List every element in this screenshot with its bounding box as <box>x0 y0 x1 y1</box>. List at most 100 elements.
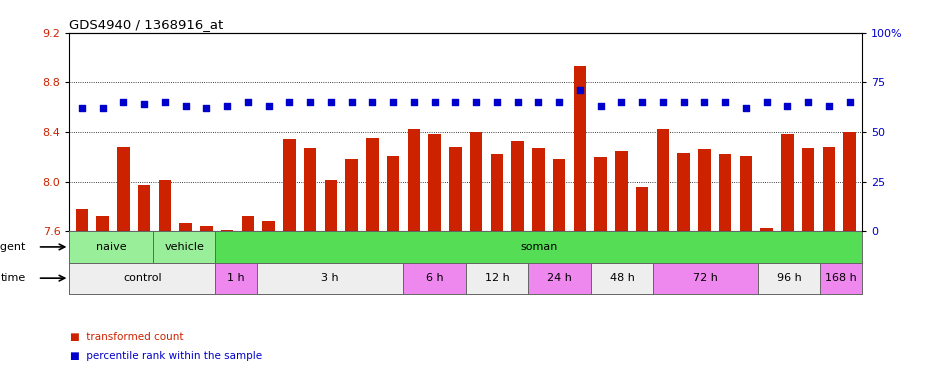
Bar <box>403 263 465 294</box>
Bar <box>216 231 862 263</box>
Bar <box>153 231 216 263</box>
Point <box>635 99 649 105</box>
Bar <box>740 156 752 231</box>
Point <box>95 105 110 111</box>
Bar <box>200 226 213 231</box>
Bar <box>366 138 378 231</box>
Point <box>427 99 442 105</box>
Bar <box>760 228 773 231</box>
Text: 6 h: 6 h <box>426 273 443 283</box>
Text: naive: naive <box>96 242 127 252</box>
Bar <box>304 148 316 231</box>
Point <box>406 99 421 105</box>
Point <box>386 99 401 105</box>
Point <box>656 99 671 105</box>
Bar <box>450 147 462 231</box>
Point <box>738 105 753 111</box>
Bar <box>490 154 503 231</box>
Bar <box>221 230 233 231</box>
Bar <box>216 263 257 294</box>
Bar <box>512 141 524 231</box>
Bar <box>138 185 150 231</box>
Point <box>593 103 608 109</box>
Point <box>344 99 359 105</box>
Bar <box>465 263 528 294</box>
Bar <box>822 147 835 231</box>
Text: GDS4940 / 1368916_at: GDS4940 / 1368916_at <box>69 18 224 31</box>
Text: ■  transformed count: ■ transformed count <box>70 332 184 342</box>
Point <box>759 99 774 105</box>
Text: agent: agent <box>0 242 26 252</box>
Text: ■  percentile rank within the sample: ■ percentile rank within the sample <box>70 351 263 361</box>
Text: 1 h: 1 h <box>228 273 245 283</box>
Bar <box>241 217 254 231</box>
Point <box>614 99 629 105</box>
Point <box>469 99 484 105</box>
Bar <box>69 263 216 294</box>
Point <box>199 105 214 111</box>
Bar <box>698 149 710 231</box>
Point <box>780 103 795 109</box>
Bar <box>257 263 403 294</box>
Point <box>821 103 836 109</box>
Point <box>697 99 711 105</box>
Point <box>676 99 691 105</box>
Bar <box>615 151 627 231</box>
Text: vehicle: vehicle <box>164 242 204 252</box>
Bar <box>802 148 814 231</box>
Bar <box>595 157 607 231</box>
Bar <box>76 209 88 231</box>
Bar <box>591 263 653 294</box>
Bar <box>69 231 153 263</box>
Bar <box>387 156 400 231</box>
Text: 48 h: 48 h <box>610 273 635 283</box>
Point <box>365 99 380 105</box>
Bar <box>719 154 732 231</box>
Bar <box>428 134 441 231</box>
Point <box>551 99 566 105</box>
Point <box>531 99 546 105</box>
Bar <box>657 129 669 231</box>
Point <box>116 99 130 105</box>
Text: time: time <box>1 273 26 283</box>
Point <box>573 87 587 93</box>
Bar <box>677 153 690 231</box>
Bar <box>758 263 820 294</box>
Point <box>843 99 857 105</box>
Point <box>240 99 255 105</box>
Bar <box>470 132 482 231</box>
Point <box>324 99 339 105</box>
Bar <box>408 129 420 231</box>
Text: 12 h: 12 h <box>485 273 510 283</box>
Text: 168 h: 168 h <box>825 273 857 283</box>
Bar <box>158 180 171 231</box>
Point <box>801 99 816 105</box>
Point <box>282 99 297 105</box>
Bar <box>653 263 758 294</box>
Bar <box>96 217 109 231</box>
Bar <box>635 187 648 231</box>
Bar <box>553 159 565 231</box>
Text: 24 h: 24 h <box>548 273 572 283</box>
Bar <box>283 139 296 231</box>
Point <box>302 99 317 105</box>
Bar <box>179 223 191 231</box>
Text: control: control <box>123 273 162 283</box>
Bar <box>532 148 545 231</box>
Point <box>489 99 504 105</box>
Point <box>261 103 276 109</box>
Point <box>137 101 152 107</box>
Point <box>220 103 235 109</box>
Text: soman: soman <box>520 242 558 252</box>
Bar <box>528 263 591 294</box>
Bar <box>325 180 337 231</box>
Point <box>157 99 172 105</box>
Bar <box>345 159 358 231</box>
Point <box>718 99 733 105</box>
Point <box>511 99 525 105</box>
Point <box>179 103 193 109</box>
Bar <box>844 132 856 231</box>
Point <box>74 105 89 111</box>
Bar <box>117 147 130 231</box>
Text: 3 h: 3 h <box>321 273 339 283</box>
